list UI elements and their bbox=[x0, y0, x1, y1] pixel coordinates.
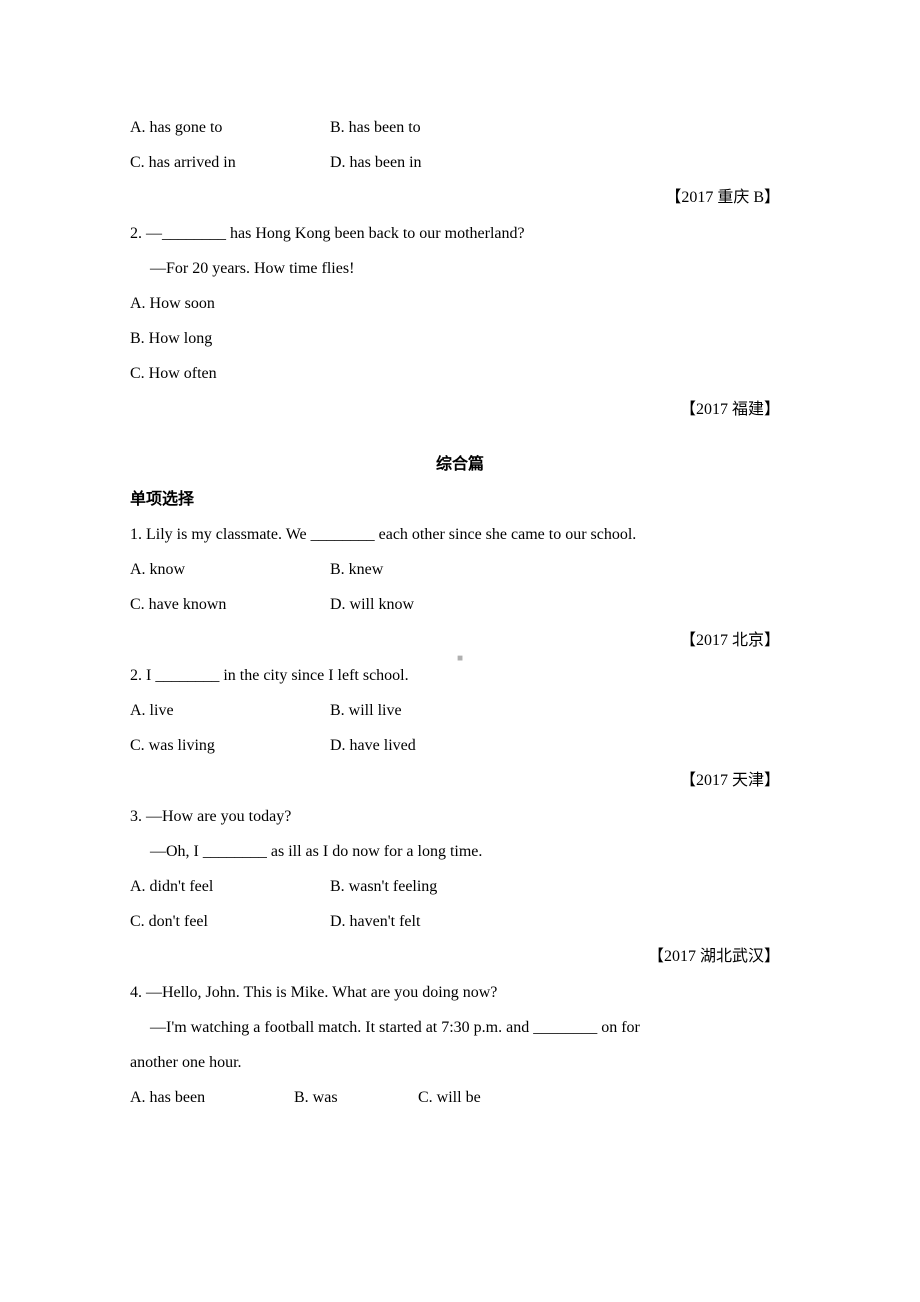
q1-row1: A. know B. knew bbox=[130, 552, 790, 587]
q-top2-line1: 2. —________ has Hong Kong been back to … bbox=[130, 216, 790, 251]
watermark-icon: ■ bbox=[457, 648, 463, 670]
option-a: A. know bbox=[130, 552, 330, 587]
option-d: D. will know bbox=[330, 587, 414, 622]
source-tag: 【2017 重庆 B】 bbox=[130, 180, 790, 215]
q4-options: A. has been B. was C. will be bbox=[130, 1080, 790, 1115]
q-top2-line2: —For 20 years. How time flies! bbox=[130, 251, 790, 286]
option-b: B. was bbox=[294, 1080, 414, 1115]
option-b: B. has been to bbox=[330, 110, 421, 145]
option-b: B. will live bbox=[330, 693, 402, 728]
q2-row1: A. live B. will live bbox=[130, 693, 790, 728]
q3-line1: 3. —How are you today? bbox=[130, 799, 790, 834]
q1-stem: 1. Lily is my classmate. We ________ eac… bbox=[130, 517, 790, 552]
option-a: A. didn't feel bbox=[130, 869, 330, 904]
source-tag: 【2017 福建】 bbox=[130, 392, 790, 427]
option-b: B. How long bbox=[130, 321, 790, 356]
option-c: C. was living bbox=[130, 728, 330, 763]
page: A. has gone to B. has been to C. has arr… bbox=[0, 0, 920, 1302]
top-options-row1: A. has gone to B. has been to bbox=[130, 110, 790, 145]
option-c: C. don't feel bbox=[130, 904, 330, 939]
option-a: A. has been bbox=[130, 1080, 290, 1115]
option-a: A. has gone to bbox=[130, 110, 330, 145]
option-c: C. have known bbox=[130, 587, 330, 622]
section-title: 综合篇 bbox=[130, 447, 790, 482]
option-a: A. live bbox=[130, 693, 330, 728]
top-options-row2: C. has arrived in D. has been in bbox=[130, 145, 790, 180]
option-c: C. has arrived in bbox=[130, 145, 330, 180]
option-b: B. knew bbox=[330, 552, 383, 587]
sub-title: 单项选择 bbox=[130, 482, 790, 517]
option-c: C. will be bbox=[418, 1080, 481, 1115]
option-c: C. How often bbox=[130, 356, 790, 391]
q3-row2: C. don't feel D. haven't felt bbox=[130, 904, 790, 939]
source-tag: 【2017 天津】 bbox=[130, 763, 790, 798]
q4-line1: 4. —Hello, John. This is Mike. What are … bbox=[130, 975, 790, 1010]
option-b: B. wasn't feeling bbox=[330, 869, 437, 904]
option-a: A. How soon bbox=[130, 286, 790, 321]
option-d: D. has been in bbox=[330, 145, 422, 180]
option-d: D. have lived bbox=[330, 728, 416, 763]
option-d: D. haven't felt bbox=[330, 904, 420, 939]
q4-line3: another one hour. bbox=[130, 1045, 790, 1080]
q4-line2: —I'm watching a football match. It start… bbox=[130, 1010, 790, 1045]
source-tag: 【2017 湖北武汉】 bbox=[130, 939, 790, 974]
q1-row2: C. have known D. will know bbox=[130, 587, 790, 622]
q3-row1: A. didn't feel B. wasn't feeling bbox=[130, 869, 790, 904]
q2-row2: C. was living D. have lived bbox=[130, 728, 790, 763]
q3-line2: —Oh, I ________ as ill as I do now for a… bbox=[130, 834, 790, 869]
spacer bbox=[130, 427, 790, 447]
